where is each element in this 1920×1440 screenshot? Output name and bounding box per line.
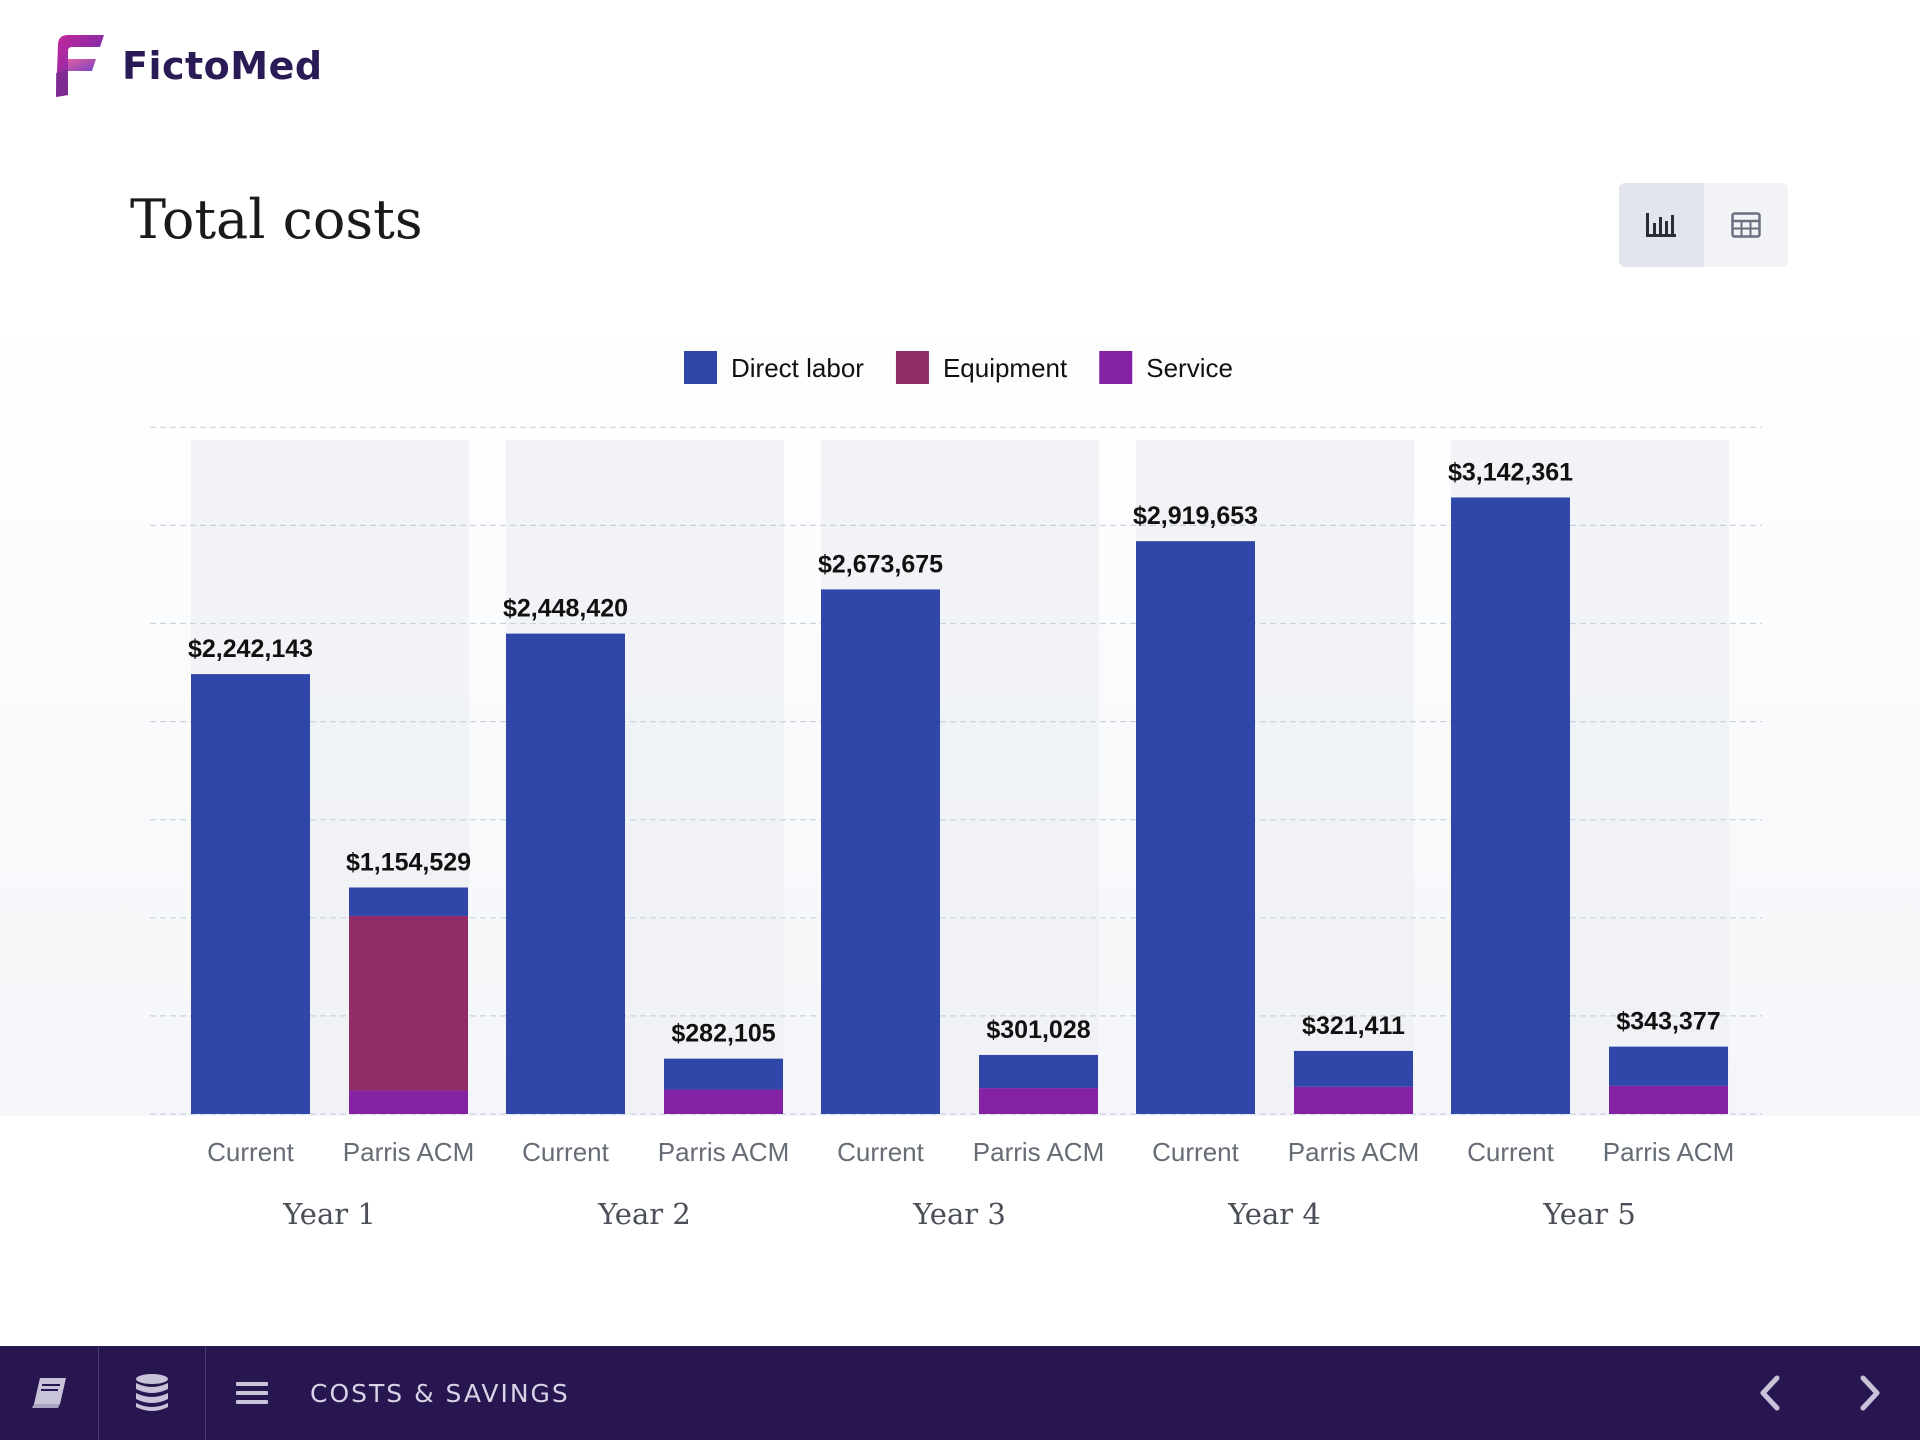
menu-button[interactable] xyxy=(212,1346,292,1440)
app-name: FictoMed xyxy=(122,44,323,88)
view-toggle xyxy=(1619,183,1788,267)
chart-svg: Direct labor Equipment Service $2,242,143 Cu… xyxy=(150,351,1762,1231)
bar-total-label: $2,242,143 xyxy=(188,635,313,663)
chevron-left-icon xyxy=(1760,1375,1780,1411)
bar-segment xyxy=(349,887,468,916)
bar-segment xyxy=(979,1088,1098,1114)
next-button[interactable] xyxy=(1820,1346,1920,1440)
x-tick-label: Current xyxy=(1467,1137,1554,1167)
x-tick-label: Current xyxy=(1152,1137,1239,1167)
group-label: Year 4 xyxy=(1227,1197,1321,1231)
bar-total-label: $1,154,529 xyxy=(346,848,471,876)
group-label: Year 2 xyxy=(597,1197,691,1231)
bar-total-label: $2,448,420 xyxy=(503,595,628,623)
group-label: Year 3 xyxy=(912,1197,1006,1231)
legend-swatch xyxy=(1099,351,1133,384)
legend-label: Equipment xyxy=(943,353,1068,383)
footer-bar: COSTS & SAVINGS xyxy=(0,1346,1920,1440)
database-icon xyxy=(136,1374,168,1411)
bar-total-label: $282,105 xyxy=(671,1020,775,1048)
bar-segment xyxy=(1609,1085,1728,1114)
legend-label: Service xyxy=(1146,353,1233,383)
chart-view-button[interactable] xyxy=(1619,183,1704,267)
legend-label: Direct labor xyxy=(731,353,864,383)
bar-segment xyxy=(1136,541,1255,1114)
footer-divider xyxy=(205,1346,206,1440)
x-tick-label: Parris ACM xyxy=(343,1137,474,1167)
bar-segment xyxy=(1294,1086,1413,1114)
bar-total-label: $301,028 xyxy=(986,1016,1090,1044)
x-tick-label: Current xyxy=(837,1137,924,1167)
total-costs-chart: Direct labor Equipment Service $2,242,143 Cu… xyxy=(0,320,1920,1260)
bar-segment xyxy=(1294,1050,1413,1087)
table-view-button[interactable] xyxy=(1704,183,1789,267)
bar-segment xyxy=(191,674,310,1114)
bar-segment xyxy=(349,1090,468,1114)
resources-button[interactable] xyxy=(0,1346,98,1440)
x-tick-label: Current xyxy=(522,1137,609,1167)
fictomed-logo-icon xyxy=(56,35,104,97)
group-label: Year 5 xyxy=(1542,1197,1636,1231)
data-button[interactable] xyxy=(99,1346,205,1440)
bar-segment xyxy=(821,589,940,1114)
bar-total-label: $2,673,675 xyxy=(818,550,943,578)
legend-swatch xyxy=(684,351,717,384)
menu-icon xyxy=(236,1382,268,1404)
bar-total-label: $321,411 xyxy=(1302,1012,1405,1040)
section-label: COSTS & SAVINGS xyxy=(310,1378,570,1408)
bar-total-label: $3,142,361 xyxy=(1448,458,1573,486)
x-tick-label: Parris ACM xyxy=(1288,1137,1419,1167)
x-tick-label: Current xyxy=(207,1137,294,1167)
x-tick-label: Parris ACM xyxy=(1603,1137,1734,1167)
legend-swatch xyxy=(895,351,929,384)
page-title: Total costs xyxy=(130,188,423,251)
group-label: Year 1 xyxy=(282,1197,376,1231)
bar-segment xyxy=(1609,1046,1728,1086)
bar-total-label: $343,377 xyxy=(1616,1008,1720,1036)
footer-divider xyxy=(98,1346,99,1440)
bar-segment xyxy=(349,915,468,1091)
table-icon xyxy=(1731,212,1761,238)
previous-button[interactable] xyxy=(1720,1346,1820,1440)
bar-chart-icon xyxy=(1646,213,1677,237)
bar-total-label: $2,919,653 xyxy=(1133,502,1258,530)
bar-segment xyxy=(664,1089,783,1114)
bar-segment xyxy=(1451,497,1570,1114)
bar-segment xyxy=(506,633,625,1114)
chevron-right-icon xyxy=(1860,1375,1880,1411)
bar-segment xyxy=(979,1054,1098,1089)
x-tick-label: Parris ACM xyxy=(658,1137,789,1167)
book-icon xyxy=(32,1378,66,1408)
x-tick-label: Parris ACM xyxy=(973,1137,1104,1167)
bar-segment xyxy=(664,1058,783,1090)
app-header: FictoMed xyxy=(52,30,323,102)
